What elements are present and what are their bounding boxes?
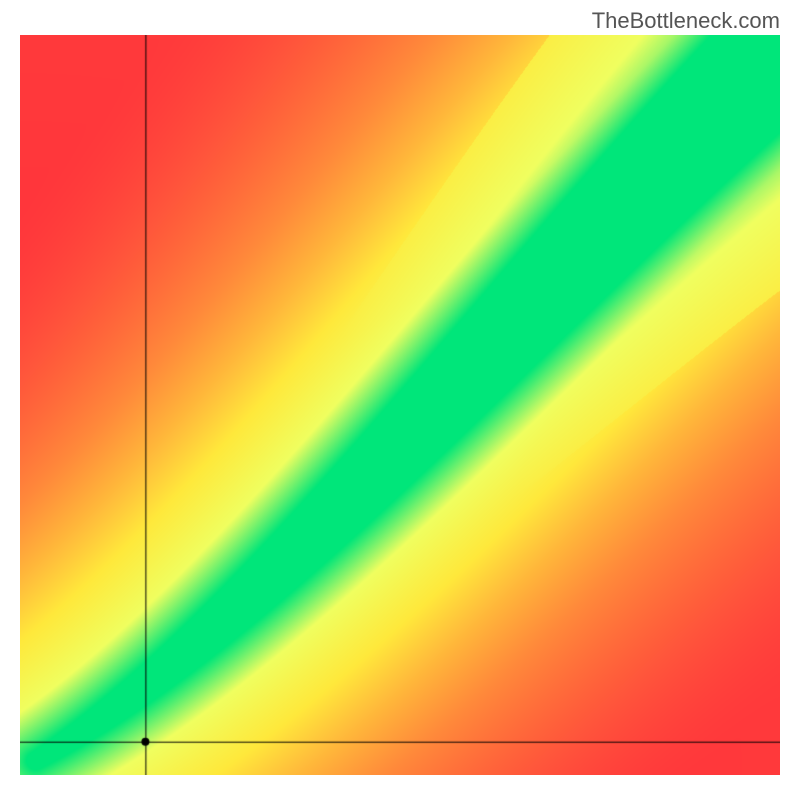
watermark-text: TheBottleneck.com xyxy=(592,8,780,34)
heatmap-canvas xyxy=(20,35,780,775)
heatmap-plot xyxy=(20,35,780,775)
